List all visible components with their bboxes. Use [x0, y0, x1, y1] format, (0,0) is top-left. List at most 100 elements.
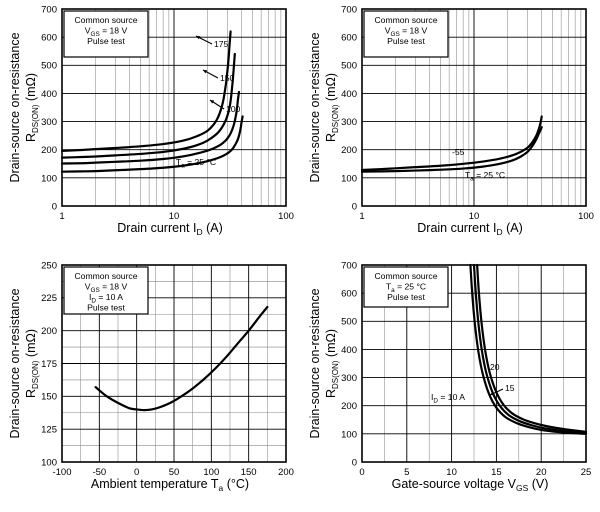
y-axis-title-line1: Drain-source on-resistance [308, 32, 322, 182]
legend-line: Pulse test [387, 292, 425, 302]
x-tick-label: 1 [59, 211, 64, 222]
legend-line: VGS = 18 V [85, 282, 128, 295]
x-tick-label: 20 [536, 467, 547, 478]
y-tick-label: 0 [52, 201, 57, 212]
x-axis-title: Ambient temperature Ta (°C) [91, 477, 249, 493]
y-tick-label: 500 [341, 317, 357, 328]
curves [94, 305, 269, 412]
axis-titles: Drain current ID (A) Drain-source on-resi… [308, 32, 523, 237]
plot-frame [61, 8, 287, 207]
y-tick-label: 100 [341, 429, 357, 440]
tick-labels: 0 100 200 300 400 500 600 700 1 10 100 [41, 4, 294, 222]
y-tick-label: 0 [352, 457, 357, 468]
x-axis-title: Drain current ID (A) [117, 221, 223, 237]
curves [60, 30, 244, 173]
data-curve [360, 126, 543, 173]
curves [469, 263, 588, 435]
chart-svg-rds-vs-ta: 100 125 150 175 200 225 250 -100 -50 0 50 100 150 200… [8, 260, 294, 493]
y-tick-label: 100 [41, 457, 57, 468]
x-tick-label: 150 [241, 467, 257, 478]
y-tick-label: 300 [341, 117, 357, 128]
data-curve [60, 90, 241, 165]
y-axis-title: Drain-source on-resistance RDS(ON) (mΩ) [8, 288, 40, 438]
y-tick-label: 200 [41, 145, 57, 156]
legend-box-frame [63, 10, 149, 58]
x-tick-label: 0 [134, 467, 139, 478]
curve-label-ta25: Ta = 25 °C [465, 170, 505, 183]
y-tick-label: 400 [341, 89, 357, 100]
curve-label-15: 15 [505, 383, 515, 393]
x-tick-label: 5 [404, 467, 409, 478]
curves [360, 115, 543, 173]
chart-svg-rds-vs-vgs: 0 100 200 300 400 500 600 700 0 5 10 15 20 25 Gate-sou… [308, 260, 591, 493]
y-tick-label: 100 [341, 173, 357, 184]
x-tick-label: 10 [446, 467, 457, 478]
chart-panel-rds-vs-ta: 100 125 150 175 200 225 250 -100 -50 0 50 100 150 200… [0, 256, 300, 512]
y-tick-label: 150 [41, 392, 57, 403]
legend-line: Pulse test [87, 303, 125, 313]
y-tick-label: 250 [41, 260, 57, 271]
legend-box-frame [63, 266, 149, 315]
data-curve [469, 263, 588, 435]
y-tick-label: 100 [41, 173, 57, 184]
y-axis-title: Drain-source on-resistance RDS(ON) (mΩ) [308, 32, 340, 182]
y-tick-label: 300 [341, 373, 357, 384]
y-tick-label: 300 [41, 117, 57, 128]
plot-frame [61, 264, 287, 463]
y-tick-label: 0 [352, 201, 357, 212]
chart-panel-rds-vs-id-m55: 0 100 200 300 400 500 600 700 1 10 100 Drain curren… [300, 0, 600, 256]
y-axis-title-line2: RDS(ON) (mΩ) [24, 73, 40, 142]
y-tick-label: 700 [341, 260, 357, 271]
y-tick-label: 200 [341, 401, 357, 412]
x-tick-label: 0 [359, 467, 364, 478]
legend-line: Common source [74, 15, 137, 25]
y-tick-label: 400 [341, 345, 357, 356]
legend-line: VGS = 18 V [385, 26, 428, 39]
data-curve [360, 115, 543, 172]
axis-titles: Gate-source voltage VGS (V) Drain-source … [308, 288, 548, 493]
curve-label-175: 175 [214, 39, 229, 49]
chart-panel-rds-vs-id-temp: 0 100 200 300 400 500 600 700 1 10 100 Drain curren… [0, 0, 300, 256]
tick-labels: 100 125 150 175 200 225 250 -100 -50 0 50 100 150 200 [41, 260, 294, 478]
y-axis-title: Drain-source on-resistance RDS(ON) (mΩ) [8, 32, 40, 182]
plot-frame [361, 8, 587, 207]
axis-titles: Ambient temperature Ta (°C) Drain-source … [8, 288, 249, 493]
annotation-arrow [202, 69, 219, 79]
data-curve [60, 115, 244, 173]
legend-line: Ta = 25 °C [386, 282, 426, 295]
legend-line: Pulse test [87, 36, 125, 46]
y-tick-label: 600 [341, 289, 357, 300]
annotation-arrow [209, 99, 225, 110]
x-tick-label: 200 [278, 467, 294, 478]
tick-labels: 0 100 200 300 400 500 600 700 0 5 10 15 20 25 [341, 260, 591, 478]
x-tick-label: 100 [578, 211, 594, 222]
y-tick-label: 500 [41, 61, 57, 72]
y-tick-label: 200 [341, 145, 357, 156]
y-axis-title-line2: RDS(ON) (mΩ) [324, 329, 340, 398]
x-tick-label: 50 [169, 467, 180, 478]
x-tick-label: 15 [491, 467, 502, 478]
y-tick-label: 400 [41, 89, 57, 100]
x-axis-title: Drain current ID (A) [417, 221, 523, 237]
legend-line: VGS = 18 V [85, 26, 128, 39]
gridlines [61, 264, 287, 463]
axis-titles: Drain current ID (A) Drain-source on-resi… [8, 32, 223, 237]
curve-label-id10a: ID = 10 A [431, 392, 465, 405]
curve-label-20: 20 [490, 362, 500, 372]
x-tick-label: -50 [92, 467, 106, 478]
y-tick-label: 600 [341, 33, 357, 44]
x-tick-label: 100 [203, 467, 219, 478]
chart-panel-rds-vs-vgs: 0 100 200 300 400 500 600 700 0 5 10 15 20 25 Gate-sou… [300, 256, 600, 512]
legend-line: Common source [374, 15, 437, 25]
y-tick-label: 600 [41, 33, 57, 44]
curve-label-ta25: Ta = 25 °C [176, 157, 216, 170]
y-tick-label: 700 [341, 4, 357, 15]
data-curve [94, 305, 269, 412]
legend-line: Common source [374, 271, 437, 281]
y-tick-label: 225 [41, 293, 57, 304]
